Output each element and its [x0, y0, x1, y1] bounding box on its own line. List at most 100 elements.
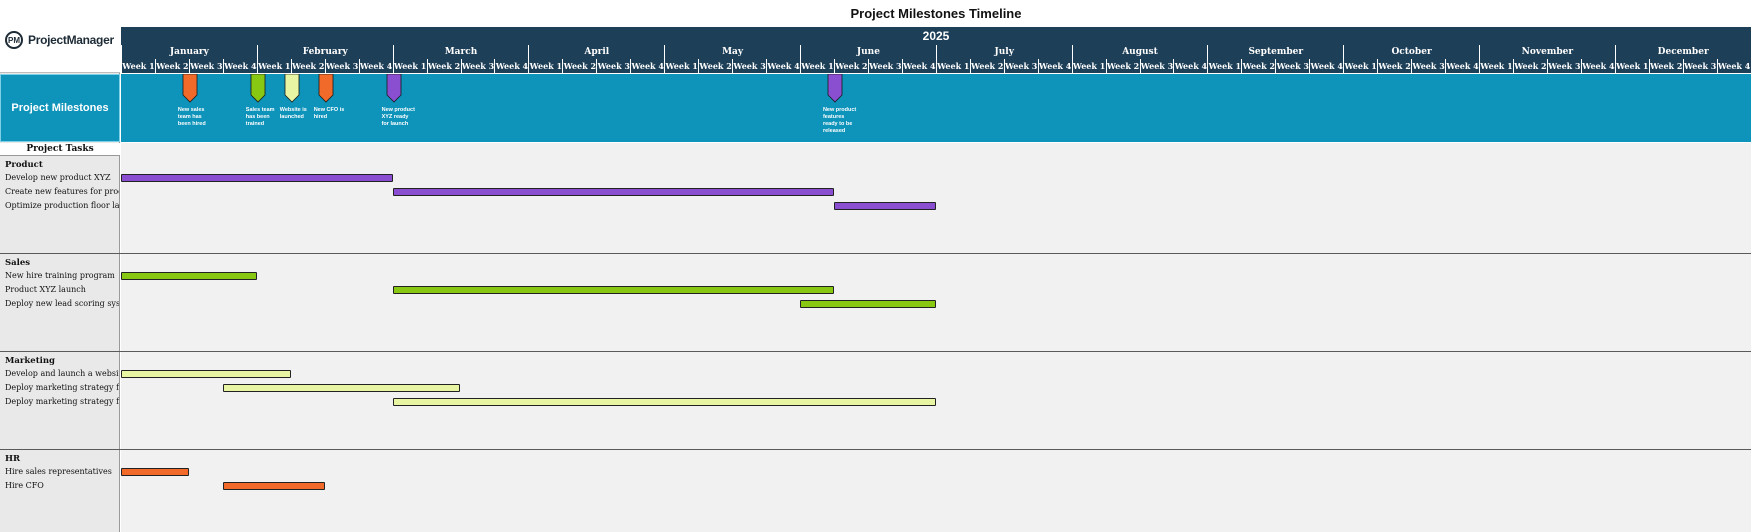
week-cell: Week 1 [528, 59, 563, 73]
section-title-marketing: Marketing [5, 356, 55, 366]
month-february: February [256, 45, 393, 59]
week-cell: Week 1 [121, 59, 155, 73]
week-cell: Week 4 [1037, 59, 1072, 73]
task-bar[interactable] [222, 384, 461, 392]
week-cell: Week 1 [1207, 59, 1242, 73]
week-cell: Week 2 [698, 59, 732, 73]
month-july: July [935, 45, 1072, 59]
month-march: March [392, 45, 529, 59]
task-label: Develop and launch a website [5, 369, 119, 378]
tasks-header: Project Tasks [0, 143, 120, 156]
task-bar[interactable] [222, 482, 325, 490]
task-label: Deploy new lead scoring system [5, 299, 119, 308]
week-cell: Week 1 [1614, 59, 1649, 73]
week-cell: Week 1 [935, 59, 970, 73]
week-cell: Week 1 [392, 59, 427, 73]
week-cell: Week 3 [1682, 59, 1717, 73]
month-november: November [1479, 45, 1615, 59]
task-bar[interactable] [392, 398, 936, 406]
month-december: December [1614, 45, 1751, 59]
milestone-text: Website is launched [279, 107, 307, 120]
week-cell: Week 4 [1716, 59, 1751, 73]
task-label: Develop new product XYZ [5, 173, 111, 182]
task-label: Deploy marketing strategy for A [5, 397, 119, 406]
week-cell: Week 1 [1479, 59, 1513, 73]
week-cell: Week 2 [969, 59, 1004, 73]
week-cell: Week 1 [800, 59, 834, 73]
week-cell: Week 3 [1003, 59, 1038, 73]
week-cell: Week 4 [630, 59, 664, 73]
milestone-flag-icon[interactable] [827, 74, 843, 104]
task-bar[interactable] [392, 286, 834, 294]
milestone-text: New product features ready to be release… [822, 107, 857, 134]
week-cell: Week 3 [1546, 59, 1581, 73]
month-header-row: January February March April May June July Augu… [121, 45, 1751, 59]
logo-text: ProjectManager [28, 33, 114, 47]
week-cell: Week 3 [324, 59, 359, 73]
task-label: Create new features for product [5, 187, 119, 196]
task-bar[interactable] [121, 272, 257, 280]
section-divider [0, 253, 1751, 254]
week-cell: Week 1 [664, 59, 698, 73]
task-bar[interactable] [800, 300, 936, 308]
month-august: August [1071, 45, 1208, 59]
month-october: October [1343, 45, 1479, 59]
week-cell: Week 1 [1343, 59, 1377, 73]
week-cell: Week 2 [1105, 59, 1140, 73]
gantt-chart-area [121, 143, 1751, 532]
week-cell: Week 2 [154, 59, 189, 73]
milestone-flag-icon[interactable] [250, 74, 266, 104]
section-divider [0, 449, 1751, 450]
year-header: 2025 [121, 27, 1751, 45]
section-divider [0, 351, 1751, 352]
milestone-flag-icon[interactable] [182, 74, 198, 104]
week-cell: Week 3 [460, 59, 495, 73]
week-cell: Week 2 [1241, 59, 1276, 73]
week-cell: Week 4 [1309, 59, 1343, 73]
task-label: Hire CFO [5, 481, 44, 490]
month-january: January [121, 45, 257, 59]
week-cell: Week 1 [1071, 59, 1106, 73]
milestone-flag-icon[interactable] [284, 74, 300, 104]
logo: PM ProjectManager [0, 0, 120, 73]
logo-mark: PM [5, 31, 23, 49]
week-cell: Week 4 [358, 59, 393, 73]
week-header-row: Week 1 Week 2 Week 3 Week 4 Week 1 Week 2 Week… [121, 59, 1751, 73]
section-title-product: Product [5, 160, 43, 170]
milestone-text: New sales team has been hired [177, 107, 206, 127]
milestone-flag-icon[interactable] [386, 74, 402, 104]
week-cell: Week 2 [833, 59, 868, 73]
task-bar[interactable] [121, 468, 189, 476]
week-cell: Week 4 [494, 59, 529, 73]
task-bar[interactable] [121, 370, 291, 378]
task-bar[interactable] [121, 174, 393, 182]
week-cell: Week 2 [1648, 59, 1683, 73]
task-bar[interactable] [392, 188, 834, 196]
milestone-text: New CFO is hired [313, 107, 345, 120]
month-september: September [1207, 45, 1343, 59]
week-cell: Week 3 [1139, 59, 1174, 73]
milestones-band: New sales team has been hired Sales team … [121, 74, 1751, 142]
section-title-hr: HR [5, 454, 21, 464]
week-cell: Week 4 [1173, 59, 1208, 73]
task-label: Optimize production floor layout [5, 201, 119, 210]
week-cell: Week 2 [1377, 59, 1411, 73]
week-cell: Week 2 [426, 59, 461, 73]
section-title-sales: Sales [5, 258, 31, 268]
week-cell: Week 3 [1275, 59, 1309, 73]
week-cell: Week 4 [222, 59, 257, 73]
page-title: Project Milestones Timeline [121, 0, 1751, 27]
week-cell: Week 2 [290, 59, 325, 73]
week-cell: Week 4 [1580, 59, 1615, 73]
task-bar[interactable] [833, 202, 936, 210]
week-cell: Week 2 [1512, 59, 1547, 73]
milestone-flag-icon[interactable] [318, 74, 334, 104]
week-cell: Week 2 [562, 59, 597, 73]
task-label: Deploy marketing strategy for X [5, 383, 119, 392]
task-label: Product XYZ launch [5, 285, 86, 294]
week-cell: Week 4 [901, 59, 936, 73]
week-cell: Week 3 [732, 59, 766, 73]
week-cell: Week 4 [1445, 59, 1479, 73]
month-april: April [528, 45, 664, 59]
week-cell: Week 4 [766, 59, 800, 73]
